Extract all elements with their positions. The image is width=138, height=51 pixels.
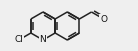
Text: N: N bbox=[40, 35, 46, 45]
Text: Cl: Cl bbox=[14, 35, 23, 45]
Text: O: O bbox=[100, 14, 107, 24]
